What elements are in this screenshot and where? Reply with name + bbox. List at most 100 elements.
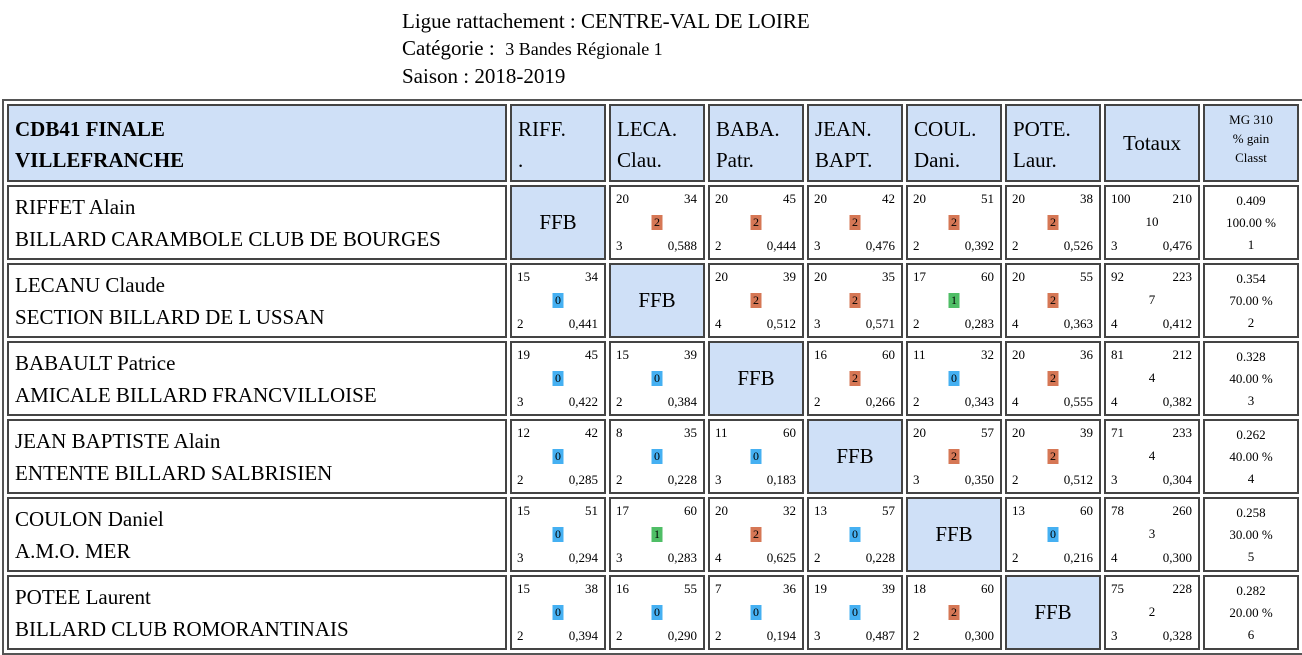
match-innings: 51 bbox=[981, 191, 994, 206]
match-average: 0,285 bbox=[568, 472, 598, 487]
match-points-scored: 20 bbox=[913, 191, 926, 206]
player-name: BABAULT Patrice bbox=[15, 351, 176, 375]
match-average: 0,194 bbox=[766, 628, 796, 643]
total-average: 0,304 bbox=[1162, 472, 1192, 487]
column-header-first: BAPT. bbox=[815, 148, 873, 172]
competition-title: CDB41 FINALE VILLEFRANCHE bbox=[7, 104, 507, 182]
match-innings: 60 bbox=[1080, 503, 1093, 518]
match-innings: 60 bbox=[684, 503, 697, 518]
total-match-points: 7 bbox=[1148, 292, 1156, 307]
match-result-badge: 1 bbox=[948, 293, 960, 308]
match-points-scored: 11 bbox=[715, 425, 728, 440]
match-points-scored: 20 bbox=[715, 503, 728, 518]
match-high-run: 2 bbox=[913, 316, 920, 331]
player-row: POTEE Laurent BILLARD CLUB ROMORANTINAIS 1… bbox=[7, 575, 1299, 650]
match-high-run: 2 bbox=[814, 394, 821, 409]
ffb-cell: FFB bbox=[609, 263, 705, 338]
general-average: 0.258 bbox=[1236, 505, 1266, 520]
categorie-value: 3 Bandes Régionale 1 bbox=[505, 39, 663, 59]
results-grid: CDB41 FINALE VILLEFRANCHE RIFF.. LECA. Clau.… bbox=[2, 99, 1302, 655]
match-innings: 35 bbox=[882, 269, 895, 284]
column-header-first: . bbox=[518, 148, 524, 172]
player-cell: POTEE Laurent BILLARD CLUB ROMORANTINAIS bbox=[7, 575, 507, 650]
match-cell: 20 38 2 2 0,526 bbox=[1005, 185, 1101, 260]
player-cell: JEAN BAPTISTE Alain ENTENTE BILLARD SALBR… bbox=[7, 419, 507, 494]
total-points: 71 bbox=[1111, 425, 1124, 440]
player-name: POTEE Laurent bbox=[15, 585, 151, 609]
match-cell: 20 39 2 2 0,512 bbox=[1005, 419, 1101, 494]
win-percentage: 20.00 % bbox=[1229, 605, 1273, 620]
match-points-scored: 15 bbox=[517, 581, 530, 596]
match-points-scored: 20 bbox=[1012, 191, 1025, 206]
match-average: 0,228 bbox=[667, 472, 697, 487]
column-header-abbr: COUL. bbox=[914, 117, 977, 141]
match-points-scored: 17 bbox=[616, 503, 629, 518]
match-cell: 16 55 0 2 0,290 bbox=[609, 575, 705, 650]
match-innings: 60 bbox=[783, 425, 796, 440]
player-club: BILLARD CLUB ROMORANTINAIS bbox=[15, 617, 349, 641]
match-high-run: 4 bbox=[1012, 394, 1019, 409]
competition-title-line2: VILLEFRANCHE bbox=[15, 148, 185, 172]
mg-header-l3: Classt bbox=[1235, 150, 1267, 165]
match-cell: 15 34 0 2 0,441 bbox=[510, 263, 606, 338]
total-points: 92 bbox=[1111, 269, 1124, 284]
match-points-scored: 15 bbox=[517, 503, 530, 518]
column-header-abbr: BABA. bbox=[716, 117, 780, 141]
competition-info: Ligue rattachement : CENTRE-VAL DE LOIRE… bbox=[402, 8, 810, 90]
match-high-run: 4 bbox=[715, 550, 722, 565]
ffb-cell: FFB bbox=[510, 185, 606, 260]
match-cell: 13 57 0 2 0,228 bbox=[807, 497, 903, 572]
match-innings: 35 bbox=[684, 425, 697, 440]
match-cell: 15 38 0 2 0,394 bbox=[510, 575, 606, 650]
mg-header: MG 310 % gain Classt bbox=[1203, 104, 1299, 182]
ligue-label: Ligue rattachement : bbox=[402, 9, 576, 33]
match-average: 0,422 bbox=[568, 394, 598, 409]
column-header-2: BABA. Patr. bbox=[708, 104, 804, 182]
match-high-run: 3 bbox=[616, 550, 623, 565]
match-high-run: 3 bbox=[616, 238, 623, 253]
match-points-scored: 17 bbox=[913, 269, 926, 284]
categorie-line: Catégorie : 3 Bandes Régionale 1 bbox=[402, 35, 810, 63]
rank: 5 bbox=[1247, 549, 1255, 564]
player-row: COULON Daniel A.M.O. MER 15 51 0 3 0,294 17 60 1 3… bbox=[7, 497, 1299, 572]
total-high-run: 4 bbox=[1111, 316, 1118, 331]
match-cell: 20 51 2 2 0,392 bbox=[906, 185, 1002, 260]
total-points: 100 bbox=[1111, 191, 1131, 206]
total-average: 0,300 bbox=[1162, 550, 1192, 565]
match-cell: 20 39 2 4 0,512 bbox=[708, 263, 804, 338]
ffb-cell: FFB bbox=[807, 419, 903, 494]
match-points-scored: 20 bbox=[1012, 269, 1025, 284]
total-match-points: 10 bbox=[1145, 214, 1159, 229]
match-points-scored: 12 bbox=[517, 425, 530, 440]
match-points-scored: 20 bbox=[1012, 425, 1025, 440]
general-average: 0.354 bbox=[1236, 271, 1266, 286]
match-average: 0,384 bbox=[667, 394, 697, 409]
competition-title-line1: CDB41 FINALE bbox=[15, 117, 165, 141]
column-header-first: Clau. bbox=[617, 148, 662, 172]
match-average: 0,444 bbox=[766, 238, 796, 253]
total-high-run: 4 bbox=[1111, 394, 1118, 409]
column-header-abbr: POTE. bbox=[1013, 117, 1071, 141]
ranking-cell: 0.328 40.00 % 3 bbox=[1203, 341, 1299, 416]
total-match-points: 4 bbox=[1148, 448, 1156, 463]
player-cell: RIFFET Alain BILLARD CARAMBOLE CLUB DE BO… bbox=[7, 185, 507, 260]
match-result-badge: 0 bbox=[651, 605, 663, 620]
match-high-run: 3 bbox=[715, 472, 722, 487]
ranking-cell: 0.262 40.00 % 4 bbox=[1203, 419, 1299, 494]
match-high-run: 2 bbox=[616, 394, 623, 409]
match-cell: 18 60 2 2 0,300 bbox=[906, 575, 1002, 650]
match-result-badge: 2 bbox=[948, 449, 960, 464]
match-innings: 38 bbox=[1080, 191, 1093, 206]
match-average: 0,512 bbox=[766, 316, 796, 331]
match-result-badge: 0 bbox=[849, 605, 861, 620]
mg-header-l2: % gain bbox=[1232, 131, 1270, 146]
column-header-3: JEAN. BAPT. bbox=[807, 104, 903, 182]
match-innings: 55 bbox=[684, 581, 697, 596]
match-result-badge: 2 bbox=[750, 293, 762, 308]
match-innings: 55 bbox=[1080, 269, 1093, 284]
match-high-run: 2 bbox=[517, 316, 524, 331]
player-club: BILLARD CARAMBOLE CLUB DE BOURGES bbox=[15, 227, 441, 251]
total-match-points: 4 bbox=[1148, 370, 1156, 385]
match-innings: 51 bbox=[585, 503, 598, 518]
match-result-badge: 2 bbox=[750, 215, 762, 230]
